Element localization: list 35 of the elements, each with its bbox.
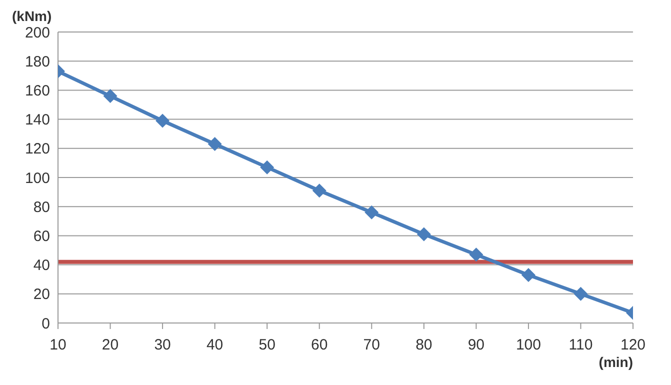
point xyxy=(521,268,536,282)
point xyxy=(416,227,431,242)
point xyxy=(312,184,326,198)
y-tick-label: 40 xyxy=(33,257,50,274)
y-tick-label: 0 xyxy=(42,315,50,332)
point xyxy=(574,286,588,301)
x-tick-label: 80 xyxy=(416,336,432,354)
y-tick-label: 140 xyxy=(24,112,50,129)
point xyxy=(103,89,118,104)
x-tick-label: 120 xyxy=(620,336,646,354)
point xyxy=(156,114,170,128)
point xyxy=(208,137,222,152)
x-tick-label: 60 xyxy=(311,336,328,354)
y-tick-label: 200 xyxy=(24,24,50,42)
x-tick-label: 30 xyxy=(154,336,171,354)
x-tick-label: 100 xyxy=(516,336,541,354)
y-tick-label: 80 xyxy=(33,198,50,216)
x-axis-title: (min) xyxy=(598,354,633,370)
y-tick-label: 120 xyxy=(24,140,50,158)
y-tick-label: 180 xyxy=(24,53,50,70)
x-tick-label: 110 xyxy=(568,336,593,354)
y-tick-label: 100 xyxy=(24,170,50,187)
x-tick-label: 50 xyxy=(258,336,276,354)
x-tick-label: 70 xyxy=(363,336,380,354)
y-tick-label: 20 xyxy=(33,286,50,304)
y-axis-title: (kNm) xyxy=(12,8,52,24)
x-tick-label: 90 xyxy=(468,336,485,354)
x-tick-label: 40 xyxy=(206,336,224,354)
x-tick-label: 20 xyxy=(102,336,119,354)
y-tick-label: 160 xyxy=(24,82,50,100)
point xyxy=(469,248,484,262)
point xyxy=(364,205,379,220)
x-tick-label: 10 xyxy=(50,336,66,354)
y-tick-label: 60 xyxy=(33,228,50,246)
point xyxy=(260,160,274,174)
